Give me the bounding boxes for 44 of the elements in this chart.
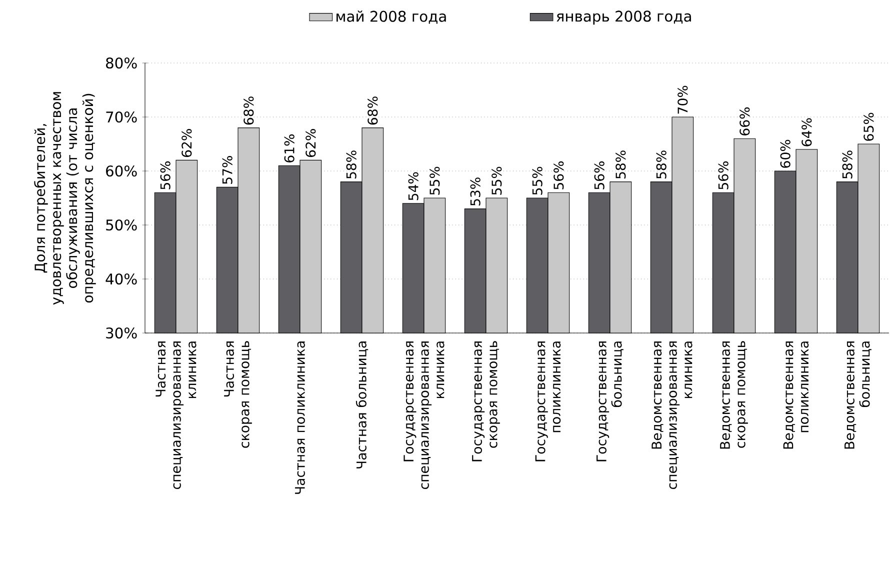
data-label: 55% <box>430 166 440 195</box>
data-label: 62% <box>306 129 316 157</box>
x-tick-label: Частная скорая помощь <box>224 341 252 448</box>
x-tick-label: Ведомственная скорая помощь <box>720 341 748 449</box>
data-label: 66% <box>740 107 750 136</box>
data-label: 61% <box>284 134 294 162</box>
x-tick-label: Частная специализированная клиника <box>156 341 196 490</box>
y-tick-label: 40% <box>106 273 137 285</box>
data-label: 53% <box>470 178 480 206</box>
data-label: 56% <box>554 161 564 190</box>
data-label: 56% <box>594 161 604 190</box>
y-tick-label: 70% <box>106 111 137 123</box>
data-label: 58% <box>656 150 666 179</box>
data-label: 68% <box>244 96 254 125</box>
y-tick-label: 80% <box>106 57 137 69</box>
data-label: 58% <box>346 150 356 179</box>
y-tick-label: 60% <box>106 165 137 177</box>
x-tick-label: Частная поликлиника <box>295 342 305 494</box>
data-label: 58% <box>842 150 852 179</box>
legend-label: январь 2008 года <box>556 10 691 25</box>
y-tick-label: 30% <box>106 327 137 339</box>
data-label: 55% <box>492 166 502 195</box>
data-label: 56% <box>718 161 728 190</box>
legend-label: май 2008 года <box>336 10 446 24</box>
x-tick-label: Частная больница <box>356 342 368 468</box>
data-label: 60% <box>780 140 790 168</box>
data-label: 55% <box>532 166 542 195</box>
data-label: 68% <box>368 96 378 125</box>
data-label: 56% <box>160 161 170 190</box>
y-axis-title: Доля потребителей, удовлетворенных качеством обслуживания (от числа определившихся с оценкой) <box>34 92 96 305</box>
data-label: 65% <box>864 112 874 141</box>
x-tick-label: Государственная поликлиника <box>535 341 561 462</box>
x-tick-label: Государственная больница <box>596 341 624 462</box>
data-label: 64% <box>802 118 812 146</box>
data-label: 54% <box>408 172 418 200</box>
data-label: 57% <box>222 156 232 184</box>
data-label: 70% <box>678 86 688 114</box>
x-tick-label: Государственная специализированная клиника <box>404 341 444 490</box>
y-tick-label: 50% <box>106 219 137 231</box>
data-label: 58% <box>616 150 626 179</box>
data-label: 62% <box>182 129 192 157</box>
x-tick-label: Ведомственная специализированная клиника <box>652 341 692 490</box>
x-tick-label: Ведомственная поликлиника <box>783 342 809 449</box>
x-tick-label: Государственная скорая помощь <box>472 341 500 462</box>
